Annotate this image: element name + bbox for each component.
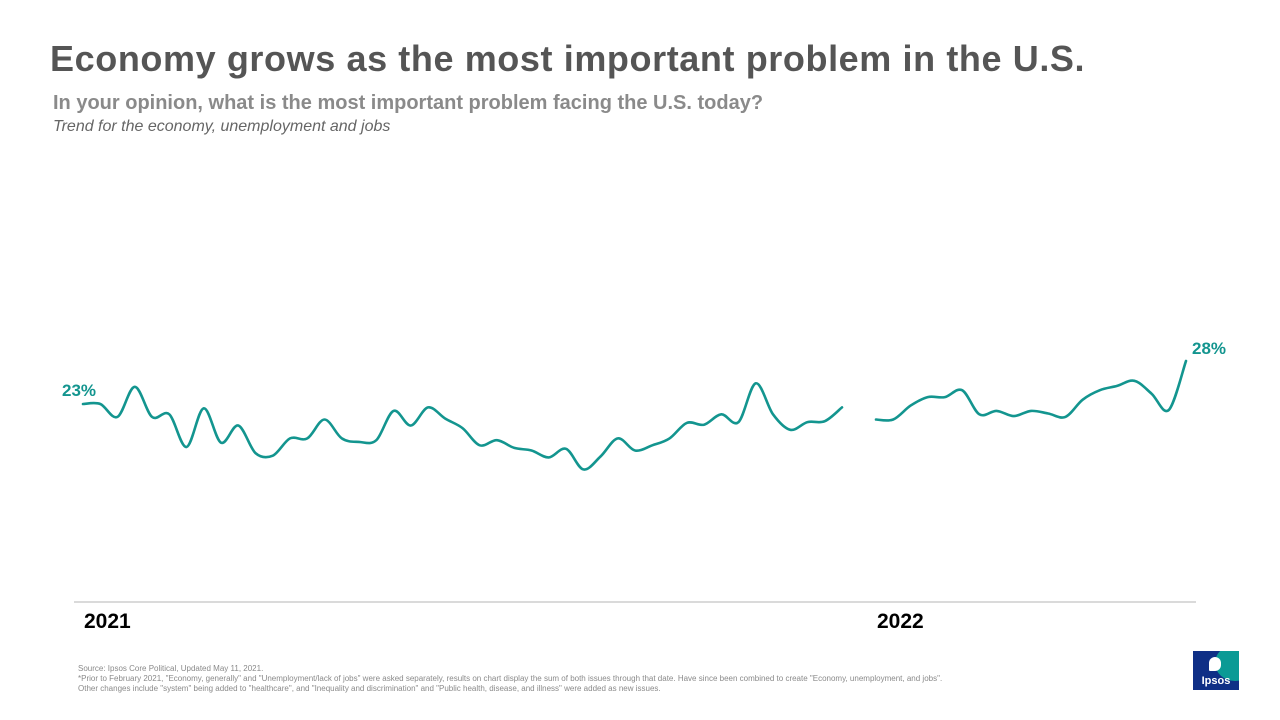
logo-wordmark: Ipsos	[1201, 675, 1231, 687]
data-label-start: 23%	[62, 381, 96, 400]
chart-title: Economy grows as the most important prob…	[50, 38, 1086, 79]
series-line-segment-1	[81, 382, 844, 471]
logo-mark-icon	[1209, 657, 1221, 671]
footer-note-2: Other changes include "system" being add…	[78, 684, 661, 693]
data-label-end: 28%	[1192, 339, 1226, 358]
x-tick-label-2022: 2022	[877, 610, 924, 633]
series-line-segment-2	[874, 359, 1188, 422]
ipsos-logo: Ipsos	[1193, 651, 1239, 690]
x-tick-label-2021: 2021	[84, 610, 131, 633]
footer-notes: Source: Ipsos Core Political, Updated Ma…	[78, 664, 942, 694]
footer-note-1: *Prior to February 2021, "Economy, gener…	[78, 674, 943, 683]
chart-subtitle: In your opinion, what is the most import…	[53, 92, 764, 114]
chart-note: Trend for the economy, unemployment and …	[53, 118, 391, 135]
footer-source: Source: Ipsos Core Political, Updated Ma…	[78, 664, 264, 673]
